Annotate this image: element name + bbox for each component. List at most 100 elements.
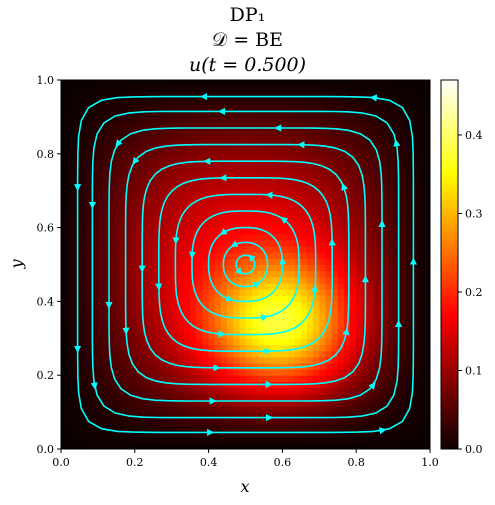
heatmap-cell [73, 332, 81, 339]
heatmap-cell [251, 270, 259, 278]
heatmap-cell [134, 92, 142, 100]
heatmap-cell [116, 264, 124, 272]
heatmap-cell [227, 123, 234, 130]
heatmap-cell [122, 141, 130, 149]
heatmap-cell [423, 375, 430, 382]
heatmap-cell [61, 123, 68, 130]
heatmap-cell [91, 319, 99, 327]
heatmap-cell [122, 86, 130, 93]
heatmap-cell [300, 282, 308, 290]
heatmap-cell [159, 442, 167, 449]
heatmap-cell [184, 442, 191, 449]
heatmap-cell [214, 356, 222, 364]
heatmap-cell [116, 80, 124, 87]
heatmap-cell [147, 319, 154, 327]
heatmap-cell [368, 129, 376, 136]
heatmap-cell [227, 98, 234, 106]
heatmap-cell [399, 375, 406, 382]
heatmap-cell [220, 356, 228, 364]
heatmap-cell [147, 116, 154, 124]
heatmap-cell [61, 332, 68, 339]
heatmap-cell [227, 110, 234, 118]
heatmap-cell [190, 350, 197, 358]
heatmap-cell [368, 196, 376, 204]
heatmap-cell [91, 307, 99, 315]
heatmap-cell [153, 86, 160, 93]
heatmap-cell [386, 110, 394, 118]
heatmap-cell [405, 301, 413, 309]
heatmap-cell [263, 436, 271, 444]
heatmap-cell [343, 412, 351, 419]
heatmap-cell [257, 375, 265, 382]
heatmap-cell [245, 153, 253, 161]
heatmap-cell [399, 412, 406, 419]
heatmap-cell [386, 375, 394, 382]
heatmap-cell [313, 362, 320, 370]
heatmap-cell [380, 172, 388, 179]
heatmap-cell [350, 399, 357, 407]
heatmap-cell [177, 221, 185, 229]
heatmap-cell [282, 369, 290, 376]
heatmap-cell [202, 221, 210, 229]
heatmap-cell [134, 203, 142, 210]
heatmap-cell [251, 86, 259, 93]
heatmap-cell [399, 264, 406, 272]
heatmap-cell [171, 221, 179, 229]
heatmap-cell [128, 270, 136, 278]
heatmap-cell [147, 362, 154, 370]
heatmap-cell [405, 276, 413, 284]
heatmap-cell [227, 424, 234, 432]
heatmap-cell [202, 350, 210, 358]
heatmap-cell [177, 166, 185, 173]
heatmap-cell [110, 203, 117, 210]
heatmap-cell [140, 295, 148, 302]
heatmap-cell [307, 295, 314, 302]
heatmap-cell [411, 80, 419, 87]
heatmap-cell [147, 203, 154, 210]
heatmap-cell [288, 276, 296, 284]
heatmap-cell [313, 418, 320, 425]
heatmap-cell [313, 393, 320, 401]
heatmap-cell [165, 326, 173, 333]
heatmap-cell [184, 252, 191, 259]
heatmap-cell [239, 227, 247, 235]
heatmap-cell [110, 393, 117, 401]
heatmap-cell [79, 166, 87, 173]
heatmap-cell [300, 326, 308, 333]
heatmap-cell [245, 344, 253, 352]
heatmap-cell [319, 147, 327, 155]
heatmap-cell [263, 172, 271, 179]
heatmap-cell [208, 110, 216, 118]
heatmap-cell [374, 412, 382, 419]
heatmap-cell [423, 369, 430, 376]
heatmap-cell [307, 264, 314, 272]
heatmap-cell [97, 258, 105, 266]
heatmap-cell [227, 86, 234, 93]
heatmap-cell [214, 264, 222, 272]
heatmap-cell [417, 418, 425, 425]
heatmap-cell [251, 159, 259, 167]
heatmap-cell [386, 92, 394, 100]
heatmap-cell [343, 172, 351, 179]
heatmap-cell [104, 344, 111, 352]
heatmap-cell [104, 141, 111, 149]
heatmap-cell [165, 424, 173, 432]
heatmap-cell [97, 147, 105, 155]
heatmap-cell [85, 387, 93, 395]
heatmap-cell [184, 338, 191, 346]
heatmap-cell [190, 375, 197, 382]
heatmap-cell [128, 375, 136, 382]
heatmap-cell [208, 98, 216, 106]
heatmap-cell [399, 233, 406, 241]
heatmap-cell [270, 80, 277, 87]
heatmap-cell [423, 258, 430, 266]
heatmap-cell [233, 289, 240, 296]
heatmap-cell [337, 270, 345, 278]
heatmap-cell [208, 190, 216, 198]
heatmap-cell [153, 92, 160, 100]
heatmap-cell [313, 313, 320, 321]
heatmap-cell [368, 276, 376, 284]
heatmap-cell [153, 116, 160, 124]
heatmap-cell [134, 98, 142, 106]
heatmap-cell [331, 104, 339, 112]
